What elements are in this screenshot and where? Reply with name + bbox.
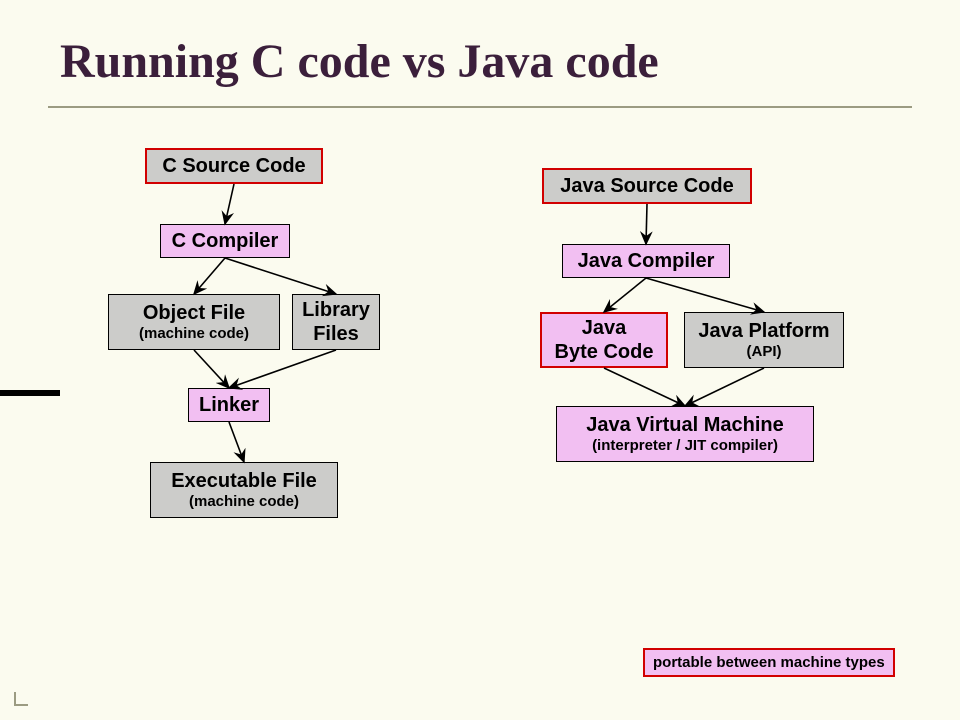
page-title: Running C code vs Java code: [60, 34, 659, 89]
node-j_compiler: Java Compiler: [562, 244, 730, 278]
title-underline: [48, 106, 912, 108]
node-j_source: Java Source Code: [542, 168, 752, 204]
node-byte_code: JavaByte Code: [540, 312, 668, 368]
node-lib_files: LibraryFiles: [292, 294, 380, 350]
left-stub: [0, 390, 60, 396]
node-obj_file: Object File(machine code): [108, 294, 280, 350]
node-c_source: C Source Code: [145, 148, 323, 184]
footnote-portable: portable between machine types: [643, 648, 895, 677]
node-c_compiler: C Compiler: [160, 224, 290, 258]
node-linker: Linker: [188, 388, 270, 422]
node-jvm: Java Virtual Machine(interpreter / JIT c…: [556, 406, 814, 462]
corner-mark: [14, 692, 28, 706]
node-platform: Java Platform(API): [684, 312, 844, 368]
node-exe_file: Executable File(machine code): [150, 462, 338, 518]
